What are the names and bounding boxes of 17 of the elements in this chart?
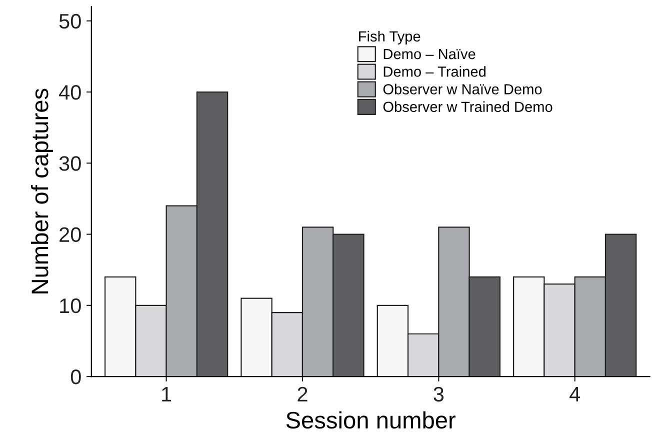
legend-title: Fish Type [359, 30, 420, 44]
x-axis-title: Session number [286, 411, 456, 429]
x-tick-label: 4 [570, 387, 580, 402]
y-tick-label: 40 [59, 85, 81, 100]
y-tick-label: 50 [59, 14, 81, 29]
x-tick-label: 1 [162, 387, 172, 402]
x-tick-label: 2 [298, 386, 308, 402]
legend-label: Observer w Trained Demo [383, 101, 552, 112]
y-axis-title: Number of captures [30, 88, 53, 294]
y-tick-label: 10 [60, 298, 81, 314]
x-tick-label: 3 [434, 386, 444, 402]
legend-label: Demo – Naïve [384, 49, 476, 60]
y-tick-label: 30 [59, 156, 81, 171]
y-tick-label: 20 [60, 227, 81, 242]
legend-label: Observer w Naïve Demo [383, 84, 542, 94]
legend-label: Demo – Trained [384, 66, 486, 77]
y-tick-label: 0 [70, 370, 81, 384]
